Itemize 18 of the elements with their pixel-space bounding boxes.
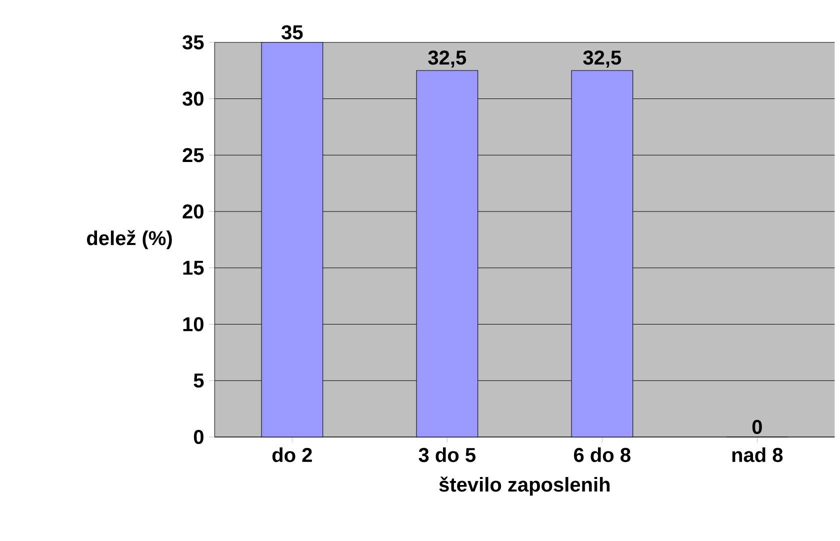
data-label: 32,5 (428, 50, 466, 68)
x-tick-label: 6 do 8 (574, 447, 630, 462)
x-tick-label: 3 do 5 (418, 447, 476, 462)
y-tick-label: 30 (182, 92, 204, 106)
data-label: 35 (282, 25, 303, 40)
data-label: 0 (752, 420, 762, 434)
y-axis-title: delež (%) (87, 230, 172, 250)
y-tick-label: 20 (182, 204, 204, 219)
y-tick-label: 0 (194, 430, 204, 444)
y-tick-label: 5 (194, 374, 204, 388)
y-tick-label: 15 (183, 260, 204, 275)
x-tick-label: nad 8 (732, 447, 783, 462)
y-tick-label: 10 (183, 317, 204, 332)
y-tick-label: 25 (182, 148, 204, 162)
y-tick-label: 35 (182, 35, 204, 50)
data-label: 32,5 (583, 50, 622, 68)
x-tick-label: do 2 (272, 447, 312, 462)
x-axis-title: število zaposlenih (439, 476, 610, 496)
